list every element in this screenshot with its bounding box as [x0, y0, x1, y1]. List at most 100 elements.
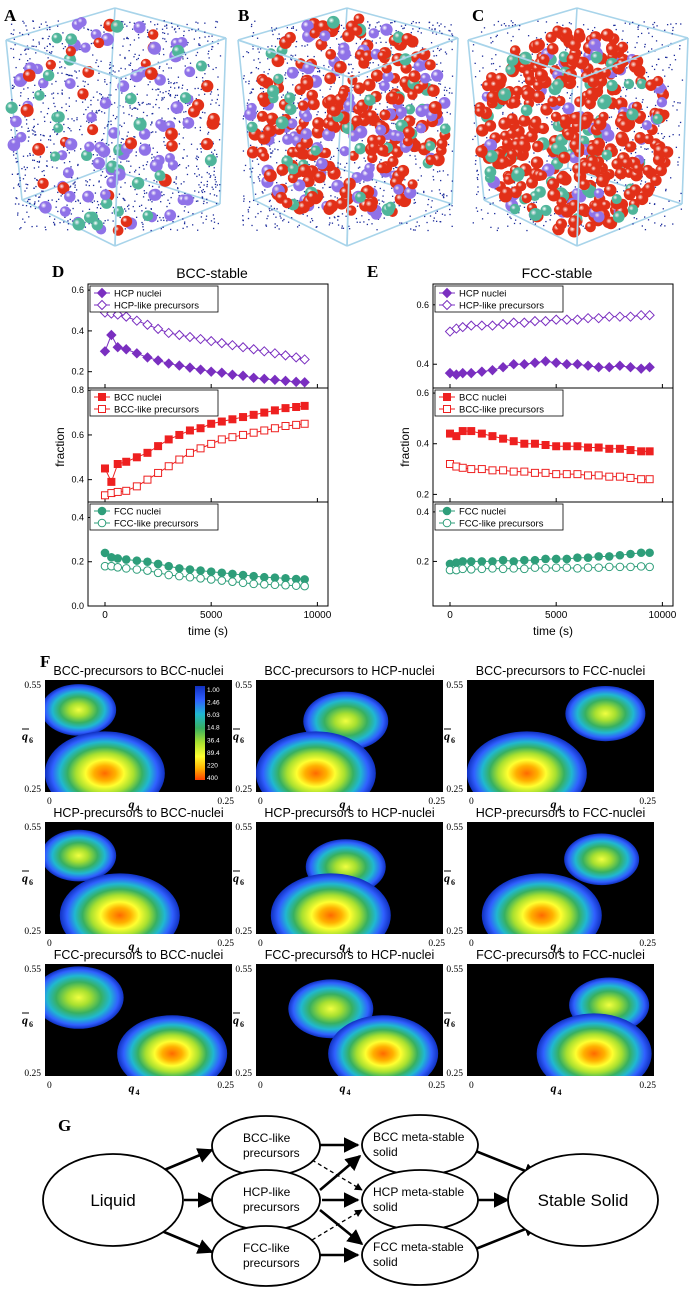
particle-box-b: [237, 7, 459, 247]
cube-front-edges: [5, 37, 227, 247]
heatmap-tick: 0.55: [24, 965, 41, 975]
heatmap-tick: 0.25: [24, 785, 41, 795]
node-fcc-pre-line1: FCC-like: [243, 1241, 290, 1255]
series-markers: [444, 356, 655, 380]
colorbar-tick: 14.8: [207, 725, 220, 732]
y-tick-label: 0.4: [416, 439, 429, 449]
chart-title: BCC-stable: [176, 265, 248, 281]
heatmap-xlabel-sub: 4: [347, 804, 351, 813]
x-tick-label: 10000: [303, 610, 331, 621]
series-markers: [100, 401, 309, 486]
heatmap-panel: FCC-precursors to FCC-nuclei 0.55 0.25 0 0.2…: [444, 948, 656, 1097]
density-blob: [45, 684, 117, 736]
heatmap-ylabel: q: [444, 1013, 450, 1027]
y-tick-label: 0.6: [416, 388, 429, 398]
heatmap-title: BCC-precursors to HCP-nuclei: [264, 664, 434, 678]
density-blob: [45, 966, 124, 1029]
panel-label-a: A: [4, 6, 17, 25]
y-tick-label: 0.6: [416, 300, 429, 310]
heatmap-xlabel-sub: 4: [558, 1088, 562, 1097]
node-bcc-pre-line2: precursors: [243, 1146, 300, 1160]
heatmap-tick: 0: [47, 1081, 52, 1091]
heatmap-tick: 0.25: [217, 797, 234, 807]
node-fcc-meta-line2: solid: [373, 1255, 398, 1269]
density-blob: [481, 873, 602, 934]
y-tick-label: 0.8: [71, 385, 84, 395]
node-fcc-precursors: [211, 1225, 321, 1287]
node-fcc-meta-line1: FCC meta-stable: [373, 1240, 464, 1254]
heatmap-title: BCC-precursors to BCC-nuclei: [53, 664, 223, 678]
density-blob: [536, 1013, 652, 1076]
heatmap-tick: 0.25: [639, 1081, 656, 1091]
y-tick-label: 0.4: [71, 475, 84, 485]
heatmap-ylabel-sub: 6: [240, 736, 244, 745]
heatmap-title: FCC-precursors to FCC-nuclei: [476, 948, 645, 962]
density-blob: [564, 833, 640, 886]
density-blob: [565, 686, 646, 742]
heatmap-tick: 0.25: [235, 927, 252, 937]
heatmap-tick: 0.25: [235, 1069, 252, 1079]
heatmap-ylabel-sub: 6: [240, 878, 244, 887]
heatmap-xlabel: q: [551, 797, 557, 811]
panel-label-b: B: [238, 6, 250, 25]
legend-entry: HCP-like precursors: [459, 301, 544, 312]
heatmap-grid: BCC-precursors to BCC-nuclei 0.55 0.25 0 0.2…: [22, 664, 656, 1097]
heatmap-ylabel-sub: 6: [451, 878, 455, 887]
panel-label-c: C: [472, 6, 485, 25]
heatmap-xlabel-sub: 4: [347, 1088, 351, 1097]
colorbar-tick: 2.46: [207, 700, 220, 707]
heatmap-panel: HCP-precursors to BCC-nuclei 0.55 0.25 0 0.2…: [22, 806, 234, 955]
node-bcc-meta-line1: BCC meta-stable: [373, 1130, 465, 1144]
particle-box-c: [467, 7, 689, 247]
heatmap-tick: 0.25: [639, 797, 656, 807]
x-tick-label: 10000: [648, 610, 676, 621]
heatmap-tick: 0.55: [235, 823, 252, 833]
heatmap-tick: 0.25: [24, 1069, 41, 1079]
x-axis-label: time (s): [533, 624, 573, 638]
panel-label-e: E: [367, 262, 379, 281]
heatmap-panel: FCC-precursors to BCC-nuclei 0.55 0.25 0 0.2…: [22, 948, 234, 1097]
heatmap-ylabel-sub: 6: [451, 1020, 455, 1029]
heatmap-title: HCP-precursors to HCP-nuclei: [264, 806, 434, 820]
heatmap-ylabel-sub: 6: [29, 1020, 33, 1029]
heatmap-tick: 0: [469, 797, 474, 807]
node-stable-label: Stable Solid: [538, 1191, 629, 1210]
density-blob: [256, 731, 376, 792]
colorbar-tick: 1.00: [207, 687, 220, 694]
y-tick-label: 0.6: [71, 430, 84, 440]
heatmap-xlabel: q: [129, 797, 135, 811]
heatmap-tick: 0.25: [217, 939, 234, 949]
series-markers: [444, 309, 655, 337]
heatmap-tick: 0.25: [24, 927, 41, 937]
heatmap-title: HCP-precursors to FCC-nuclei: [476, 806, 645, 820]
node-hcp-pre-line1: HCP-like: [243, 1185, 291, 1199]
heatmap-tick: 0.25: [428, 797, 445, 807]
heatmap-panel: BCC-precursors to BCC-nuclei 0.55 0.25 0 0.2…: [22, 664, 234, 813]
series-markers: [445, 427, 654, 456]
node-bcc-meta-line2: solid: [373, 1145, 398, 1159]
node-liquid: [42, 1153, 184, 1247]
heatmap-tick: 0: [47, 939, 52, 949]
arrow-bcc-pre-to-hcp-meta: [311, 1159, 363, 1191]
node-stable-solid: [507, 1153, 659, 1247]
heatmap-panel: HCP-precursors to FCC-nuclei 0.55 0.25 0 0.2…: [444, 806, 656, 955]
heatmap-tick: 0.55: [235, 965, 252, 975]
legend-entry: BCC-like precursors: [459, 405, 544, 416]
heatmap-ylabel: q: [233, 871, 239, 885]
arrow-hcp-pre-to-bcc-meta: [319, 1154, 362, 1191]
arrow-hcp-pre-to-fcc-meta: [319, 1208, 364, 1246]
node-fcc-metastable: [361, 1224, 479, 1286]
heatmap-xlabel: q: [129, 939, 135, 953]
legend-entry: HCP nuclei: [114, 289, 161, 300]
series-markers: [99, 307, 310, 365]
heatmap-tick: 0.25: [428, 1081, 445, 1091]
y-tick-label: 0.2: [416, 556, 429, 566]
y-tick-label: 0.4: [71, 512, 84, 522]
heatmap-panel: BCC-precursors to FCC-nuclei 0.55 0.25 0 0.2…: [444, 664, 656, 813]
heatmap-title: HCP-precursors to BCC-nuclei: [53, 806, 223, 820]
colorbar-tick: 36.4: [207, 737, 220, 744]
density-blob: [467, 731, 587, 792]
